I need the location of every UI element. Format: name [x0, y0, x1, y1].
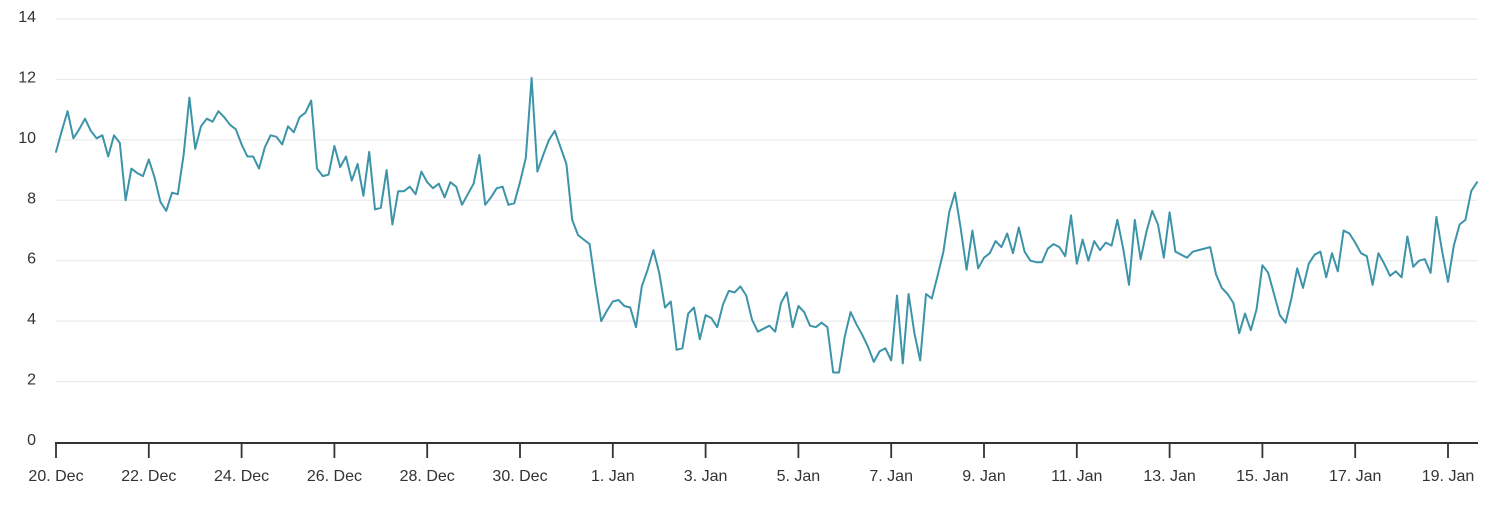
- x-axis-label: 3. Jan: [684, 468, 728, 485]
- x-axis-label: 5. Jan: [777, 468, 821, 485]
- y-axis-label: 10: [18, 130, 36, 147]
- series-line[interactable]: [55, 76, 1478, 374]
- x-axis-label: 11. Jan: [1051, 468, 1102, 485]
- x-axis-label: 26. Dec: [307, 468, 362, 485]
- y-axis-labels: 0 2 4 6 8 10 12 14: [18, 9, 36, 449]
- x-axis-labels: 20. Dec 22. Dec 24. Dec 26. Dec 28. Dec 30. D…: [28, 468, 1474, 485]
- x-axis-label: 19. Jan: [1422, 468, 1474, 485]
- y-axis-label: 0: [27, 432, 36, 449]
- x-axis-label: 17. Jan: [1329, 468, 1381, 485]
- x-axis-label: 28. Dec: [400, 468, 455, 485]
- x-axis-label: 24. Dec: [214, 468, 269, 485]
- x-axis: [55, 442, 1478, 458]
- x-axis-label: 30. Dec: [492, 468, 547, 485]
- x-axis-label: 13. Jan: [1143, 468, 1195, 485]
- gridlines: [56, 18, 1477, 383]
- y-axis-label: 12: [18, 69, 36, 86]
- y-axis-label: 8: [27, 190, 36, 207]
- x-axis-label: 7. Jan: [869, 468, 913, 485]
- y-axis-label: 2: [27, 372, 36, 389]
- x-axis-label: 9. Jan: [962, 468, 1006, 485]
- x-axis-label: 15. Jan: [1236, 468, 1288, 485]
- x-axis-label: 1. Jan: [591, 468, 635, 485]
- y-axis-label: 6: [27, 251, 36, 268]
- x-axis-label: 22. Dec: [121, 468, 176, 485]
- y-axis-label: 4: [27, 311, 36, 328]
- x-axis-label: 20. Dec: [28, 468, 83, 485]
- y-axis-label: 14: [18, 9, 36, 26]
